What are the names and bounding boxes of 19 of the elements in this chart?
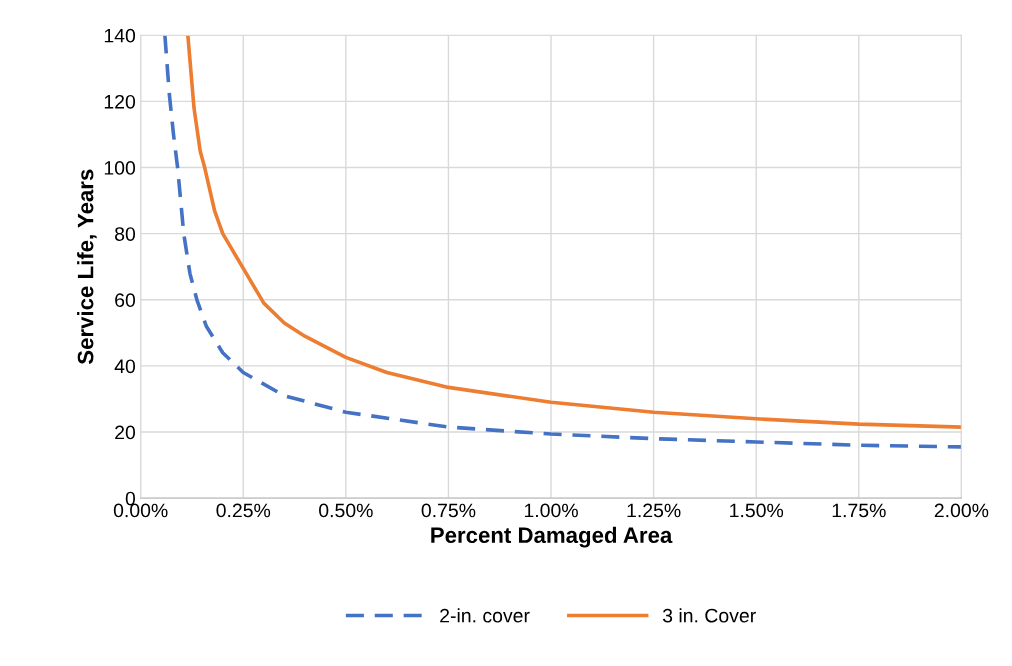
y-tick-label: 100: [104, 161, 136, 175]
y-tick-label: 80: [115, 227, 136, 241]
y-tick-label: 20: [115, 425, 136, 440]
x-tick-label: 1.50%: [730, 503, 784, 518]
x-tick-label: 1.25%: [627, 503, 681, 518]
legend-label: 3 in. Cover: [662, 608, 756, 623]
x-tick-label: 0.25%: [216, 503, 271, 518]
x-axis-title: Percent Damaged Area: [431, 526, 673, 548]
y-tick-label: 60: [115, 293, 136, 308]
y-tick-label: 140: [104, 28, 136, 43]
x-tick-label: 2.00%: [934, 503, 989, 518]
y-tick-label: 40: [114, 359, 136, 374]
y-tick-label: 120: [104, 94, 136, 109]
x-tick-label: 0.75%: [421, 503, 476, 518]
y-axis-title: Service Life, Years: [77, 169, 97, 365]
x-tick-label: 1.00%: [524, 503, 578, 518]
x-tick-label: 1.75%: [832, 503, 886, 518]
legend-label: 2-in. cover: [440, 608, 530, 623]
x-tick-label: 0.50%: [319, 503, 373, 518]
